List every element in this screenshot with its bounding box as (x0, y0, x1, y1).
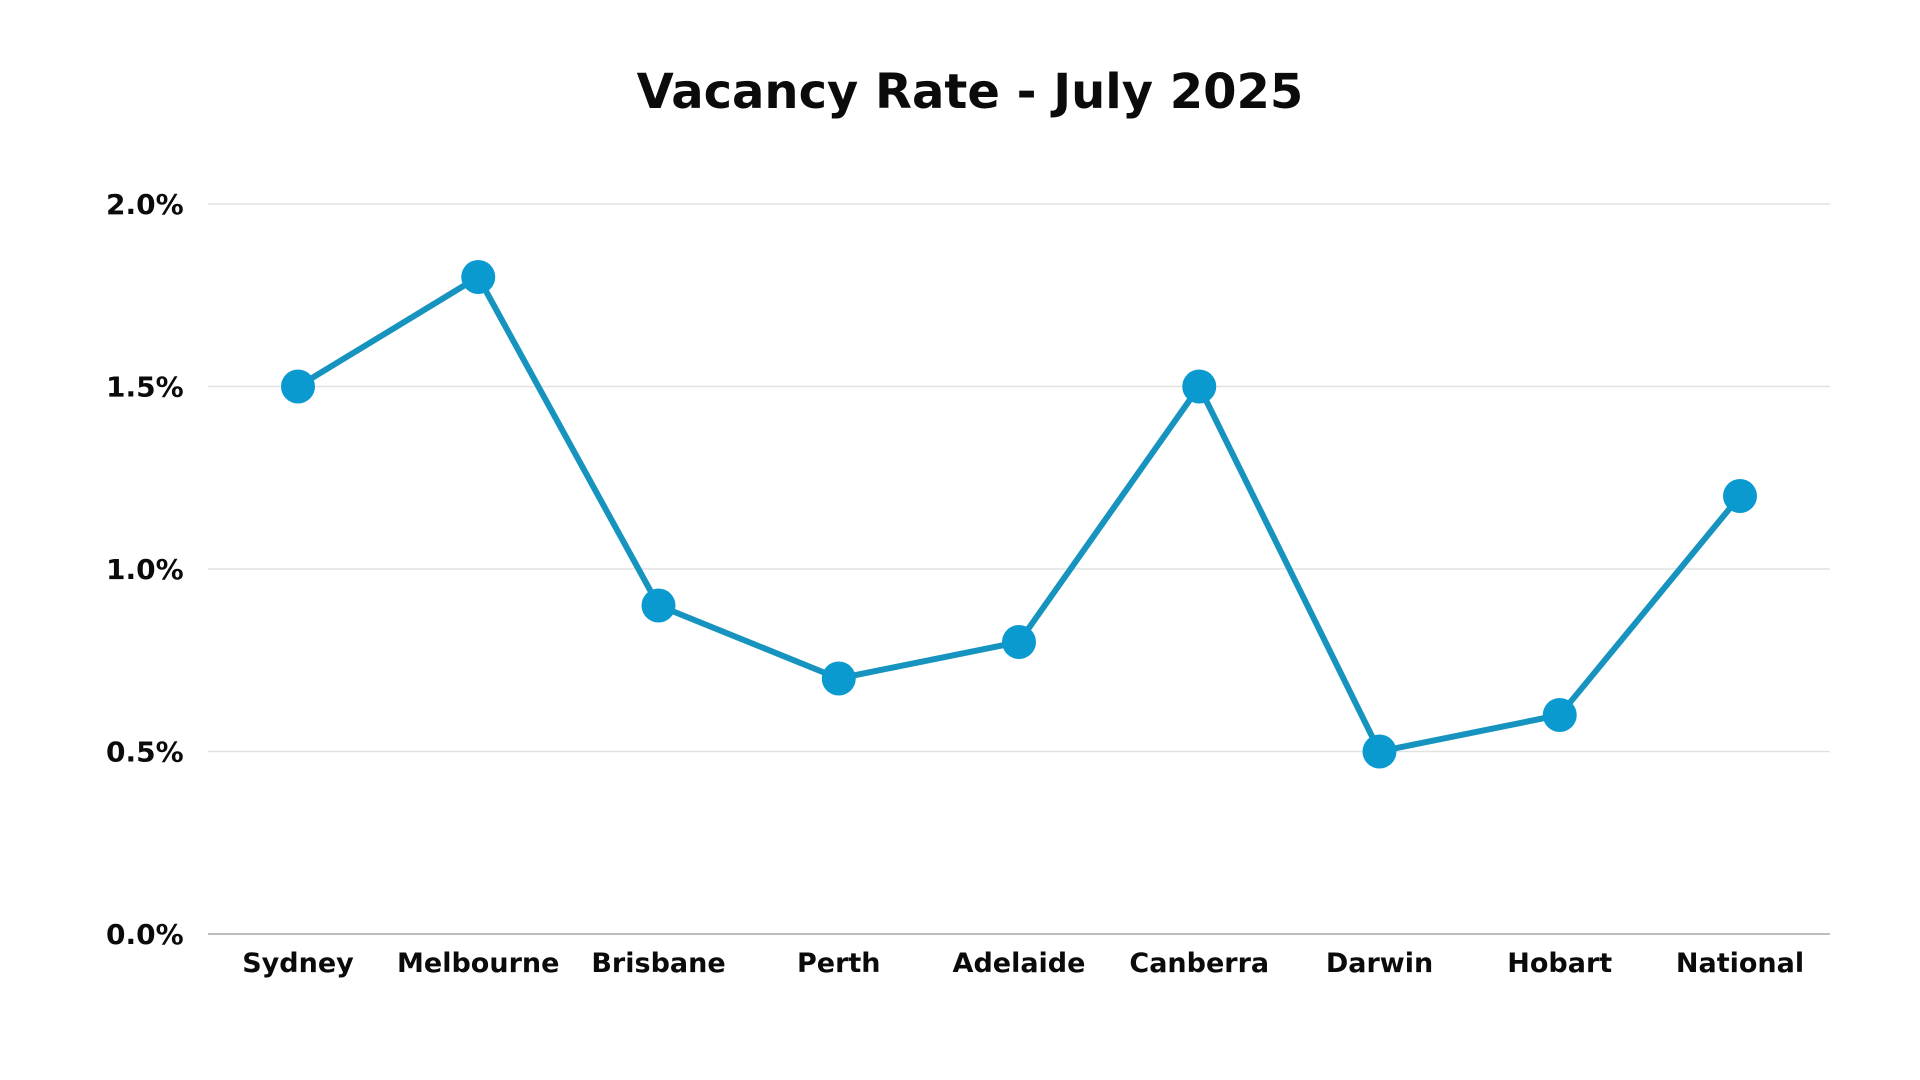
x-axis-categories: Sydney Melbourne Brisbane Perth Adelaide Canb… (242, 948, 1804, 979)
x-category-label: Darwin (1326, 948, 1433, 979)
series-markers (281, 260, 1757, 769)
series-line-layer (295, 274, 1743, 755)
data-point-melbourne (461, 260, 496, 294)
x-category-label: Brisbane (591, 948, 725, 979)
data-point-perth (821, 661, 856, 696)
x-category-label: Sydney (242, 948, 354, 979)
chart-title: Vacancy Rate - July 2025 (637, 64, 1304, 120)
data-point-sydney (281, 369, 315, 404)
series-line (295, 274, 1743, 755)
data-point-hobart (1542, 698, 1577, 732)
data-point-adelaide (1002, 625, 1036, 659)
x-category-label: National (1676, 948, 1804, 979)
x-category-label: Melbourne (397, 948, 559, 979)
x-category-label: Canberra (1129, 948, 1269, 979)
gridlines (208, 203, 1830, 935)
y-tick-label: 1.5% (106, 371, 184, 404)
x-category-label: Hobart (1507, 948, 1612, 979)
data-point-brisbane (641, 588, 676, 623)
x-category-label: Adelaide (953, 948, 1086, 979)
y-tick-label: 2.0% (106, 188, 184, 221)
y-tick-label: 1.0% (106, 553, 184, 586)
data-point-national (1723, 479, 1757, 513)
data-point-canberra (1182, 369, 1217, 404)
x-category-label: Perth (797, 948, 881, 979)
y-tick-label: 0.0% (106, 918, 184, 951)
y-tick-label: 0.5% (106, 736, 184, 769)
data-point-darwin (1362, 734, 1397, 769)
y-axis-ticks: 0.0% 0.5% 1.0% 1.5% 2.0% (106, 188, 184, 951)
